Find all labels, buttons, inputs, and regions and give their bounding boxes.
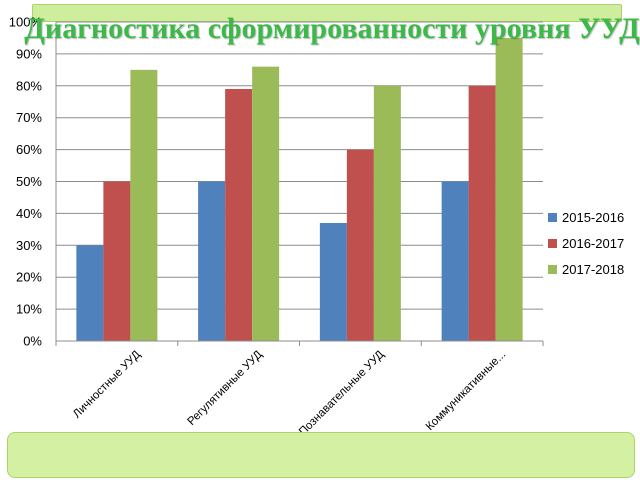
chart-title: Диагностика сформированности уровня УУД [24,12,640,45]
legend-swatch [548,213,557,222]
y-tick-label: 30% [16,238,42,253]
legend-swatch [548,239,557,248]
legend-label: 2017-2018 [562,262,624,277]
y-tick-label: 50% [16,174,42,189]
bar [76,245,104,341]
axes [55,22,544,346]
bar [495,37,523,341]
y-tick-label: 20% [16,270,42,285]
y-tick-label: 0% [23,334,42,349]
bar [225,88,253,342]
category-label: Личностные УУД [71,348,143,420]
y-tick-label: 100% [9,15,43,30]
bottom-panel [7,432,635,478]
bar [319,222,347,341]
bar [441,181,469,341]
bar [130,69,158,341]
y-tick-label: 10% [16,302,42,317]
y-tick-label: 60% [16,142,42,157]
legend-label: 2015-2016 [562,210,624,225]
y-tick-label: 70% [16,110,42,125]
category-label: Познавательные УУД [297,348,387,438]
bars [76,37,523,342]
bar [198,181,226,341]
y-tick-label: 90% [16,46,42,61]
y-tick-label: 40% [16,206,42,221]
category-label: Регулятивные УУД [185,348,264,427]
legend-label: 2016-2017 [562,236,624,251]
legend: 2015-2016 2016-2017 2017-2018 [548,210,624,277]
legend-swatch [548,265,557,274]
bar [252,66,280,341]
y-tick-labels: 0% 10% 20% 30% 40% 50% 60% 70% 80% 90% 100% [9,15,43,349]
category-labels: Личностные УУД Регулятивные УУД Познавател… [71,348,508,438]
bar [103,181,131,341]
bar [373,85,401,341]
bar [346,149,374,341]
y-tick-label: 80% [16,78,42,93]
category-label: Коммуникативные... [424,349,508,433]
bar [468,85,496,341]
